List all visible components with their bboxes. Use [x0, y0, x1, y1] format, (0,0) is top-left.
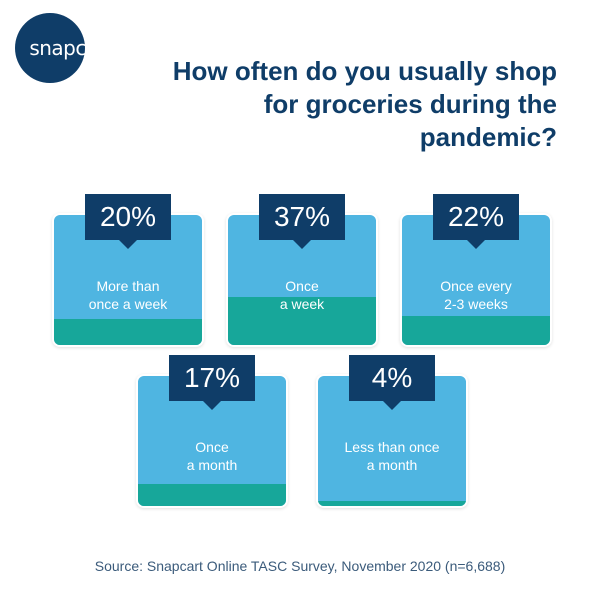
value-fill [318, 501, 466, 506]
value-fill [228, 297, 376, 345]
snapcart-logo: snapcart [15, 13, 113, 83]
chart-title: How often do you usually shop for grocer… [172, 56, 557, 152]
category-label: Once a month [186, 439, 238, 473]
category-label: Less than once a month [344, 439, 440, 473]
value-label: 37% [259, 194, 345, 249]
category-label: Once every 2-3 weeks [440, 278, 512, 312]
value-label: 17% [169, 355, 255, 410]
value-label: 20% [85, 194, 171, 249]
category-label: Once a week [279, 278, 325, 312]
logo-text: snapcart [29, 36, 113, 60]
value-fill [402, 316, 550, 345]
value-label: 22% [433, 194, 519, 249]
category-label: More than once a week [88, 278, 168, 312]
value-fill [54, 319, 202, 345]
value-fill [138, 484, 286, 506]
value-label: 4% [349, 355, 435, 410]
source-note: Source: Snapcart Online TASC Survey, Nov… [94, 558, 506, 574]
